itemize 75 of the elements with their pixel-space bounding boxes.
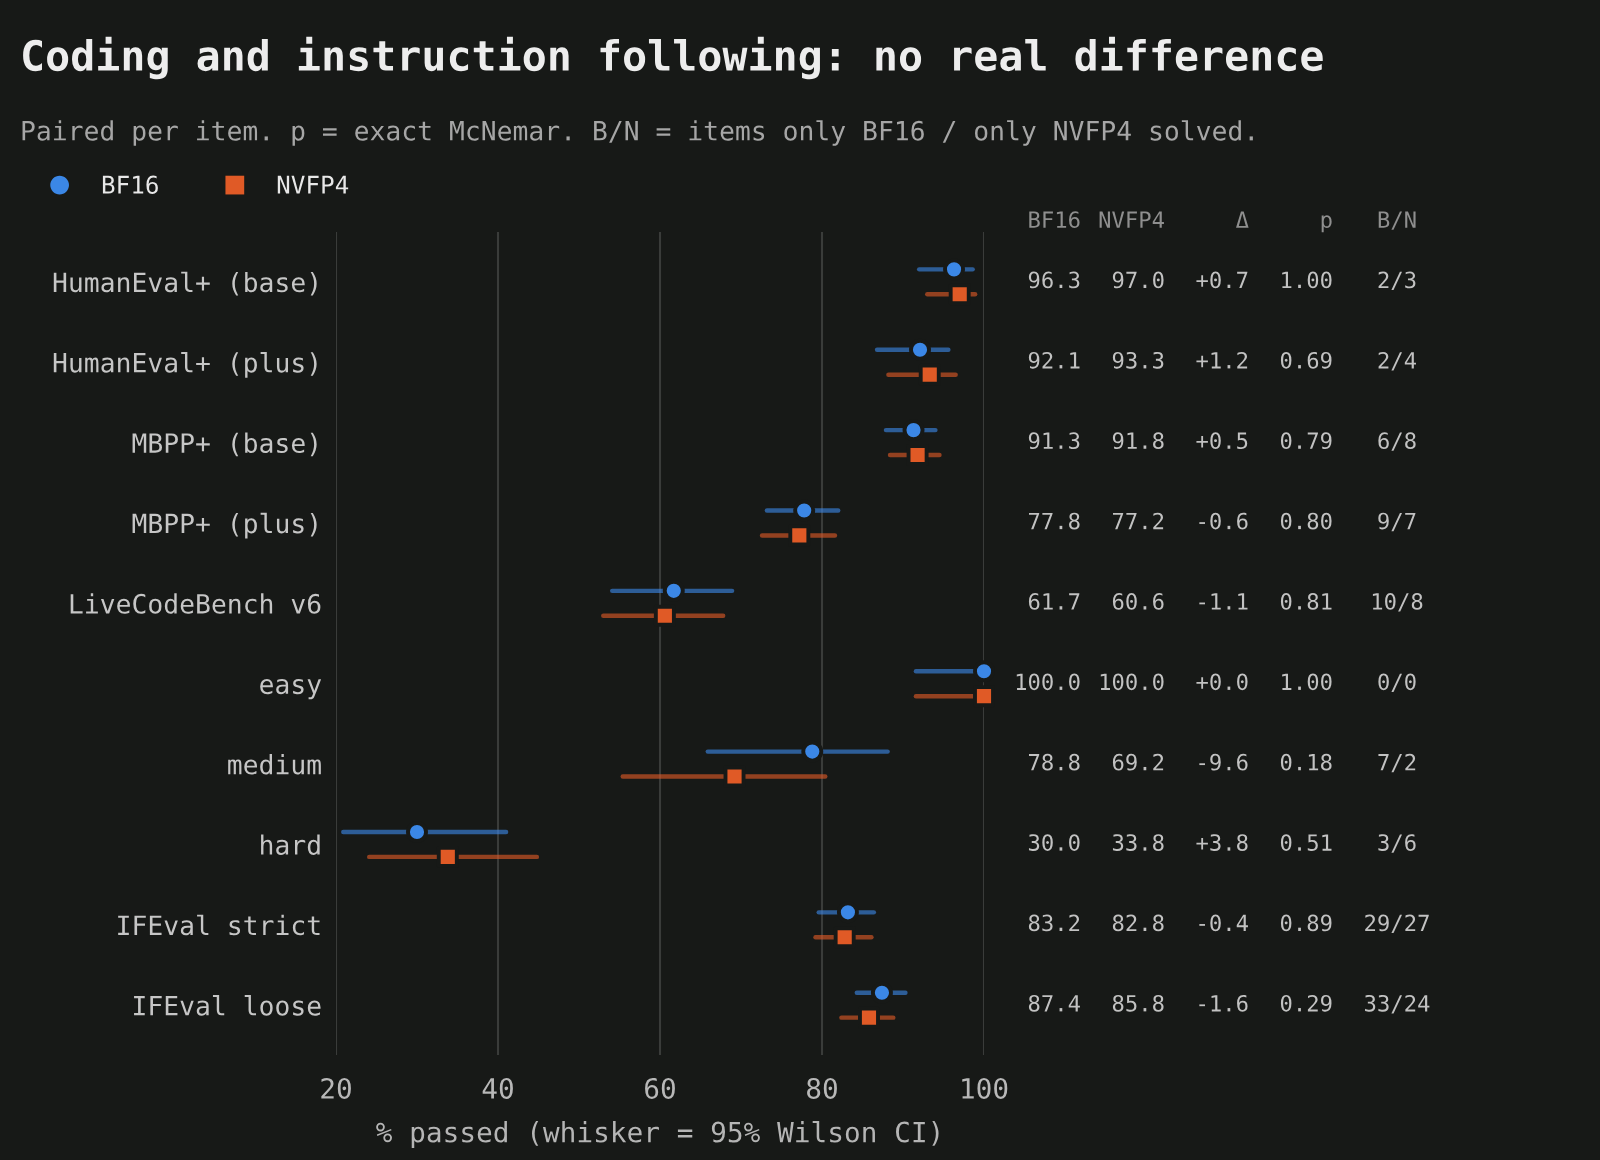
text: 0.80 xyxy=(1280,512,1332,530)
data-label: 100.0 xyxy=(1100,673,1164,691)
text: 0.18 xyxy=(1280,753,1332,771)
data-label: 91.3 xyxy=(1028,432,1080,450)
text: +1.2 xyxy=(1196,351,1248,369)
text: 0/0 xyxy=(1378,673,1416,692)
chart-subtitle: Paired per item. p = exact McNemar. B/N = items only BF16 / only NVFP4 solved. xyxy=(22,120,1253,146)
data-label: 60.6 xyxy=(1112,593,1164,610)
x-tick-label: 40 xyxy=(482,1077,513,1099)
data-label: 92.1 xyxy=(1028,351,1080,369)
text: -1.1 xyxy=(1199,593,1248,610)
data-label: 93.3 xyxy=(1112,351,1164,369)
text: 2/3 xyxy=(1378,271,1416,291)
text: 2/4 xyxy=(1378,351,1417,371)
data-label: 77.2 xyxy=(1112,512,1164,530)
y-tick-label: LiveCodeBench v6 xyxy=(70,593,321,614)
x-axis-title: % passed (whisker = 95% Wilson CI) xyxy=(376,1120,939,1148)
legend-label: BF16 xyxy=(102,175,158,194)
text: -9.6 xyxy=(1199,753,1248,771)
data-label: 82.8 xyxy=(1112,914,1164,932)
data-label: 97.0 xyxy=(1112,271,1164,289)
text: +3.8 xyxy=(1196,834,1248,851)
text: -1.6 xyxy=(1199,994,1248,1012)
text: 10/8 xyxy=(1372,593,1423,612)
data-label: 61.7 xyxy=(1028,593,1080,610)
text: -0.4 xyxy=(1199,914,1248,932)
data-label: 83.2 xyxy=(1028,914,1080,932)
text: 9/7 xyxy=(1378,512,1416,532)
text: -0.6 xyxy=(1199,512,1248,530)
y-tick-label: IFEval loose xyxy=(134,995,321,1016)
data-label: 77.8 xyxy=(1028,512,1080,530)
text: 33/24 xyxy=(1365,994,1430,1014)
data-label: 30.0 xyxy=(1028,834,1080,851)
text: 0.29 xyxy=(1280,994,1332,1012)
data-label: 96.3 xyxy=(1028,271,1080,289)
data-label: 69.2 xyxy=(1112,753,1164,771)
y-tick-label: medium xyxy=(228,754,321,775)
y-tick-label: hard xyxy=(261,834,320,855)
text: 6/8 xyxy=(1378,432,1416,451)
text: +0.7 xyxy=(1196,271,1248,289)
x-tick-label: 80 xyxy=(807,1077,837,1099)
text: 1.00 xyxy=(1282,271,1332,289)
x-tick-label: 100 xyxy=(962,1077,1008,1099)
y-tick-label: IFEval strict xyxy=(118,914,320,936)
data-label: 78.8 xyxy=(1028,753,1080,771)
text: 3/6 xyxy=(1378,834,1416,853)
y-tick-label: HumanEval+ (base) xyxy=(53,271,317,296)
text: 1.00 xyxy=(1282,673,1332,691)
data-label: 85.8 xyxy=(1112,994,1164,1012)
y-tick-label: easy xyxy=(260,679,322,700)
text: 7/2 xyxy=(1378,753,1416,773)
legend-label: NVFP4 xyxy=(277,175,349,194)
x-tick-label: 20 xyxy=(321,1077,351,1099)
x-tick-label: 60 xyxy=(645,1077,675,1099)
data-label: 87.4 xyxy=(1028,994,1080,1012)
text: 29/27 xyxy=(1365,914,1429,934)
text: 0.81 xyxy=(1280,593,1332,610)
y-tick-label: MBPP+ (base) xyxy=(132,432,317,457)
text: 0.89 xyxy=(1280,914,1332,932)
data-label: 100.0 xyxy=(1016,673,1080,691)
text: 0.69 xyxy=(1280,351,1332,369)
text: +0.5 xyxy=(1196,432,1248,450)
text: 0.51 xyxy=(1280,834,1332,851)
text: B/N xyxy=(1378,211,1416,230)
text: Δ xyxy=(1236,211,1249,228)
text: +0.0 xyxy=(1196,673,1248,691)
chart-title: Coding and instruction following: no real difference xyxy=(23,36,1323,80)
y-tick-label: HumanEval+ (plus) xyxy=(53,352,317,378)
data-label: 91.8 xyxy=(1112,432,1164,450)
text: p xyxy=(1321,215,1332,233)
y-tick-label: MBPP+ (plus) xyxy=(132,512,317,539)
text: BF16 xyxy=(1029,211,1080,229)
data-label: 33.8 xyxy=(1112,834,1164,851)
text: 0.79 xyxy=(1280,432,1332,450)
text: NVFP4 xyxy=(1099,211,1164,228)
